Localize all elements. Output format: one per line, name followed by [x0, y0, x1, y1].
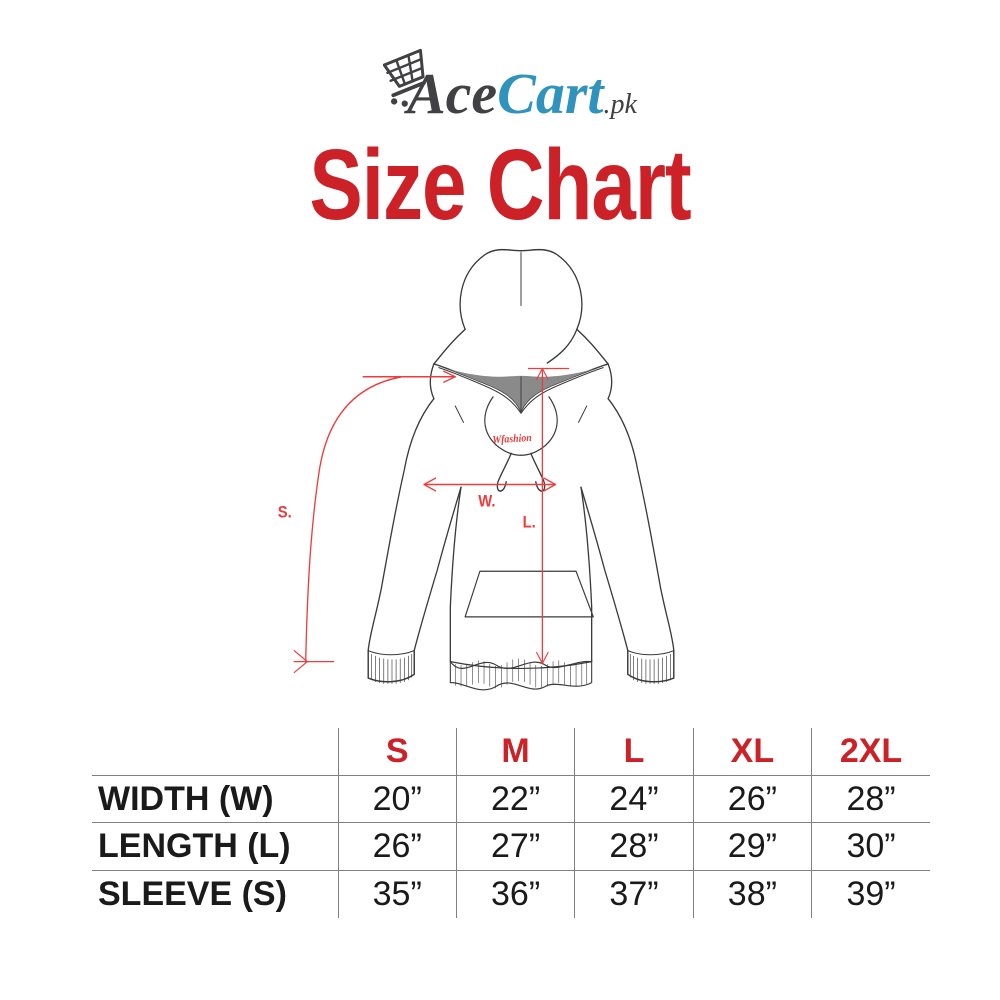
- svg-text:Wfashion: Wfashion: [492, 433, 532, 447]
- svg-text:W.: W.: [478, 493, 495, 511]
- svg-text:L.: L.: [523, 514, 536, 532]
- svg-text:S.: S.: [278, 504, 292, 522]
